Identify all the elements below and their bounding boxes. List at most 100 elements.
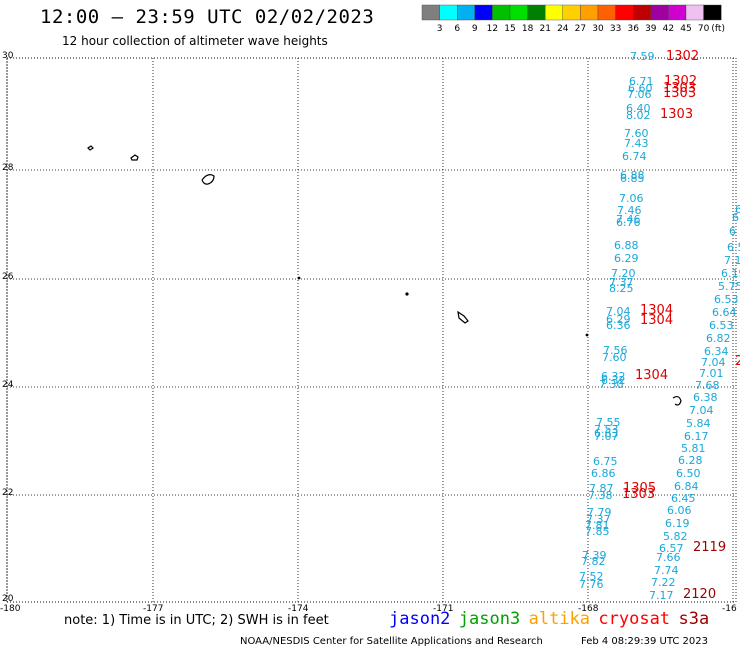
wave-height-value: 7.07 (594, 430, 619, 443)
wave-height-value: 7.60 (602, 351, 627, 364)
wave-height-value: 6.64 (712, 306, 737, 319)
lon-label: -168 (578, 604, 599, 614)
wave-height-value: 6.50 (676, 467, 701, 480)
wave-height-value: 6.5 (727, 241, 740, 254)
lat-label: 28 (2, 163, 14, 173)
wave-height-value: 6.19 (721, 267, 740, 280)
scale-swatch-16 (703, 4, 722, 21)
wave-height-value: 6.06 (667, 504, 692, 517)
map-frame (6, 57, 737, 603)
wave-height-value: 7.30 (599, 378, 624, 391)
wave-height-value: 6.60 (628, 82, 653, 95)
wave-height-value: 7.04 (689, 404, 714, 417)
wave-height-value: 6.76 (616, 216, 641, 229)
wave-height-value: 7.46 (616, 213, 641, 226)
island-dot-1 (405, 292, 409, 296)
wave-height-value: 6 (735, 203, 740, 216)
scale-swatch-7 (545, 4, 564, 21)
satellite-label-s3a: s3a (678, 609, 710, 629)
page-subtitle: 12 hour collection of altimeter wave hei… (62, 34, 328, 48)
wave-height-value: 7.56 (603, 344, 628, 357)
scale-swatch-15 (685, 4, 704, 21)
island-3 (201, 174, 215, 185)
scale-swatch-6 (527, 4, 546, 21)
wave-height-value: 1303 (663, 81, 696, 96)
lat-label: 26 (2, 272, 14, 282)
scale-tick-label: 12 (487, 24, 498, 34)
wave-height-value: 1304 (640, 313, 673, 328)
wave-height-value: 6.84 (674, 480, 699, 493)
scale-swatch-3 (474, 4, 493, 21)
wave-height-value: 7.01 (699, 367, 724, 380)
wave-height-value: 5.84 (686, 417, 711, 430)
wave-height-value: 6.32 (601, 370, 626, 383)
wave-height-value: 5.75 (718, 280, 740, 293)
wave-height-value: 8.02 (626, 109, 651, 122)
wave-height-value: 6.86 (591, 467, 616, 480)
wave-height-value: 7.82 (581, 555, 606, 568)
scale-unit-label: (ft) (711, 24, 725, 34)
wave-height-value: 6.32 (601, 374, 626, 387)
scale-tick-label: 3 (437, 24, 443, 34)
scale-tick-label: 30 (592, 24, 604, 34)
lon-label: -180 (0, 604, 21, 614)
wave-height-value: 7.59 (630, 50, 655, 63)
satellite-label-cryosat: cryosat (598, 609, 671, 629)
wave-height-value: 6.57 (659, 542, 684, 555)
wave-height-value: 6.53 (709, 319, 734, 332)
wave-height-value: 1303 (660, 107, 693, 122)
wave-height-value: 7.52 (579, 570, 604, 583)
scale-swatch-11 (615, 4, 634, 21)
scale-swatch-13 (650, 4, 669, 21)
scale-tick-label: 9 (472, 24, 478, 34)
wave-height-value: 6.85 (620, 172, 645, 185)
island-1 (87, 145, 94, 151)
wave-height-value: 7.81 (585, 519, 610, 532)
island-dot-3 (585, 333, 589, 337)
scale-tick-label: 45 (680, 24, 691, 34)
wave-height-value: 2119 (693, 540, 726, 555)
wave-height-value: 6.38 (693, 391, 718, 404)
lon-label: -171 (433, 604, 453, 614)
wave-height-value: 5.81 (681, 442, 706, 455)
wave-height-value: 6.40 (626, 102, 651, 115)
scale-swatch-12 (633, 4, 652, 21)
wave-height-value: 1304 (640, 303, 673, 318)
wave-height-value: 1302 (666, 49, 699, 64)
lat-label: 20 (2, 594, 14, 604)
scale-tick-label: 18 (522, 24, 534, 34)
footer-note: note: 1) Time is in UTC; 2) SWH is in fe… (64, 613, 329, 628)
color-scale-legend: 3 6 9 12 15 18 21 24 27 30 33 36 39 42 45 70 (ft) (421, 4, 725, 34)
island-2 (130, 154, 139, 161)
wave-height-value: 6.82 (706, 332, 731, 345)
wave-height-value: 6.63 (594, 427, 619, 440)
island-4 (457, 310, 469, 324)
scale-swatch-8 (562, 4, 581, 21)
satellite-label-jason3: jason3 (458, 609, 521, 629)
scale-swatch-1 (439, 4, 458, 21)
wave-height-value: 6.53 (714, 293, 739, 306)
wave-height-value: 1303 (622, 487, 655, 502)
lon-label: -177 (143, 604, 163, 614)
wave-height-value: 1304 (635, 368, 668, 383)
scale-tick-label: 42 (663, 24, 674, 34)
wave-height-value: 7.66 (656, 551, 681, 564)
lon-label: -16 (722, 604, 737, 614)
wave-height-value: 8.25 (609, 282, 634, 295)
wave-height-value: 7.85 (585, 525, 610, 538)
wave-height-value: 6.29 (614, 252, 639, 265)
wave-height-value: 7.22 (651, 576, 676, 589)
wave-height-value: 6 (729, 225, 736, 238)
lat-label: 30 (2, 51, 14, 61)
scale-swatch-9 (580, 4, 599, 21)
scale-tick-label: 33 (610, 24, 621, 34)
wave-height-value: 6.88 (620, 169, 645, 182)
scale-tick-label: 36 (627, 24, 639, 34)
island-dot-2 (297, 276, 301, 280)
scale-tick-label: 70 (698, 24, 710, 34)
wave-height-value: 7.87 (589, 482, 614, 495)
scale-tick-label: 27 (575, 24, 586, 34)
scale-tick-label: 15 (504, 24, 515, 34)
